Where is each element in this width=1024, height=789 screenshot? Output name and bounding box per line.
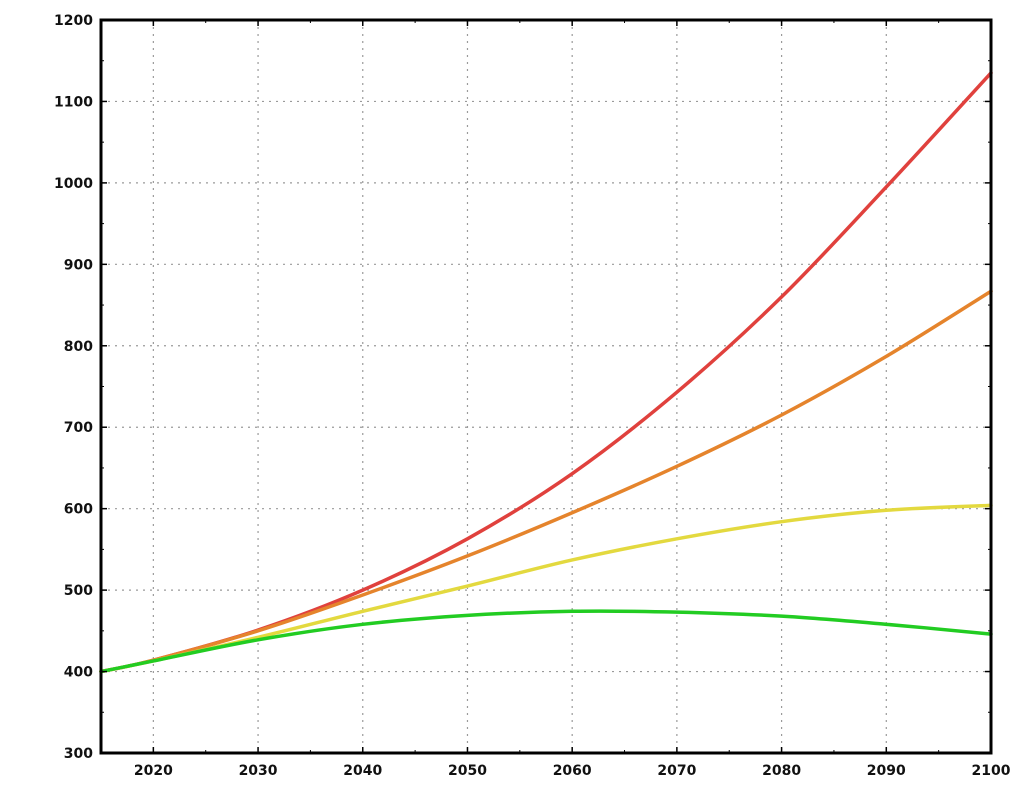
y-tick-label: 900 [64, 257, 93, 273]
x-tick-label: 2040 [343, 763, 382, 779]
y-tick-label: 1100 [54, 94, 93, 110]
series-line-4 [99, 609, 993, 674]
y-tick-label: 800 [64, 339, 93, 355]
axis-ticks [100, 19, 992, 754]
x-tick-label: 2080 [762, 763, 801, 779]
y-tick-label: 400 [64, 665, 93, 681]
y-tick-label: 600 [64, 502, 93, 518]
y-tick-label: 1000 [54, 176, 93, 192]
y-axis-labels: 300 400 500 600 700 800 900 1000 1100 1200 [54, 13, 93, 762]
y-tick-label: 300 [64, 746, 93, 762]
y-tick-label: 700 [64, 420, 93, 436]
x-tick-label: 2070 [657, 763, 696, 779]
y-tick-label: 1200 [54, 13, 93, 29]
x-tick-label: 2090 [867, 763, 906, 779]
y-tick-label: 500 [64, 583, 93, 599]
x-tick-label: 2060 [553, 763, 592, 779]
x-tick-label: 2030 [239, 763, 278, 779]
grid [101, 20, 991, 753]
x-tick-label: 2100 [972, 763, 1011, 779]
x-axis-labels: 2020 2030 2040 2050 2060 2070 2080 2090 2100 [134, 763, 1011, 779]
series-line-3 [99, 503, 993, 674]
x-tick-label: 2050 [448, 763, 487, 779]
x-tick-label: 2020 [134, 763, 173, 779]
series-layer [99, 71, 993, 674]
series-line-2 [99, 289, 993, 674]
